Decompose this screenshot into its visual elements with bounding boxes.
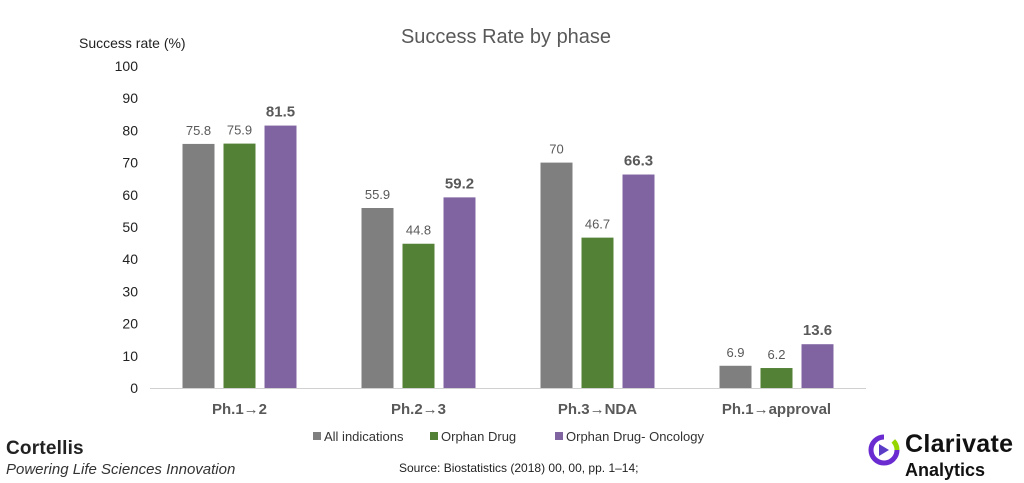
value-labels: 75.8 75.9 81.5 55.9 44.8 59.2 70 46.7 66.3 6.9 6.2… <box>186 104 832 362</box>
legend-swatch <box>313 432 321 440</box>
data-label: 66.3 <box>624 153 653 170</box>
data-label: 44.8 <box>406 223 431 238</box>
y-axis-label: Success rate (%) <box>79 35 186 51</box>
legend-label: All indications <box>324 429 404 444</box>
clarivate-mark-icon <box>868 434 900 466</box>
y-tick-label: 40 <box>122 251 138 267</box>
chart-title: Success Rate by phase <box>401 26 611 48</box>
data-label: 6.9 <box>726 345 744 360</box>
data-label: 13.6 <box>803 322 832 339</box>
bar <box>443 197 476 388</box>
y-tick-label: 10 <box>122 348 138 364</box>
cortellis-brand: Cortellis Powering Life Sciences Innovat… <box>6 438 235 478</box>
brand-name: Cortellis <box>6 438 84 459</box>
y-tick-label: 60 <box>122 187 138 203</box>
bars <box>182 125 834 388</box>
y-tick-label: 100 <box>115 58 139 74</box>
x-tick-labels: Ph.1→2 Ph.2→3 Ph.3→NDA Ph.1→approval <box>212 401 831 418</box>
y-tick-label: 20 <box>122 316 138 332</box>
bar <box>719 365 752 388</box>
x-tick-label: Ph.2→3 <box>391 401 446 418</box>
data-label: 46.7 <box>585 217 610 232</box>
data-label: 59.2 <box>445 175 474 192</box>
legend-swatch <box>430 432 438 440</box>
y-tick-label: 70 <box>122 155 138 171</box>
x-tick-label: Ph.1→approval <box>722 401 831 418</box>
data-label: 70 <box>549 142 563 157</box>
y-tick-labels: 0 10 20 30 40 50 60 70 80 90 100 <box>115 58 139 396</box>
data-label: 75.8 <box>186 123 211 138</box>
legend-label: Orphan Drug- Oncology <box>566 429 705 444</box>
bar <box>760 368 793 388</box>
y-tick-label: 30 <box>122 283 138 299</box>
y-tick-label: 80 <box>122 122 138 138</box>
data-label: 75.9 <box>227 123 252 138</box>
data-label: 6.2 <box>767 347 785 362</box>
legend-label: Orphan Drug <box>441 429 516 444</box>
data-label: 81.5 <box>266 104 295 121</box>
source-note: Source: Biostatistics (2018) 00, 00, pp.… <box>399 461 639 475</box>
bar <box>182 143 215 388</box>
logo-name: Clarivate <box>905 430 1014 458</box>
clarivate-logo: Clarivate Analytics <box>868 430 1020 480</box>
legend: All indications Orphan Drug Orphan Drug- O… <box>313 429 705 444</box>
bar <box>402 243 435 388</box>
data-label: 55.9 <box>365 187 390 202</box>
bar <box>264 125 297 388</box>
bar <box>361 208 394 388</box>
y-tick-label: 0 <box>130 380 138 396</box>
x-tick-label: Ph.3→NDA <box>558 401 637 418</box>
y-tick-label: 90 <box>122 90 138 106</box>
bar <box>223 143 256 388</box>
bar <box>801 344 834 388</box>
bar <box>622 174 655 388</box>
logo-sub: Analytics <box>905 460 986 480</box>
x-tick-label: Ph.1→2 <box>212 401 267 418</box>
bar <box>581 237 614 388</box>
y-tick-label: 50 <box>122 219 138 235</box>
legend-swatch <box>555 432 563 440</box>
brand-tagline: Powering Life Sciences Innovation <box>6 461 236 478</box>
bar <box>540 162 573 388</box>
